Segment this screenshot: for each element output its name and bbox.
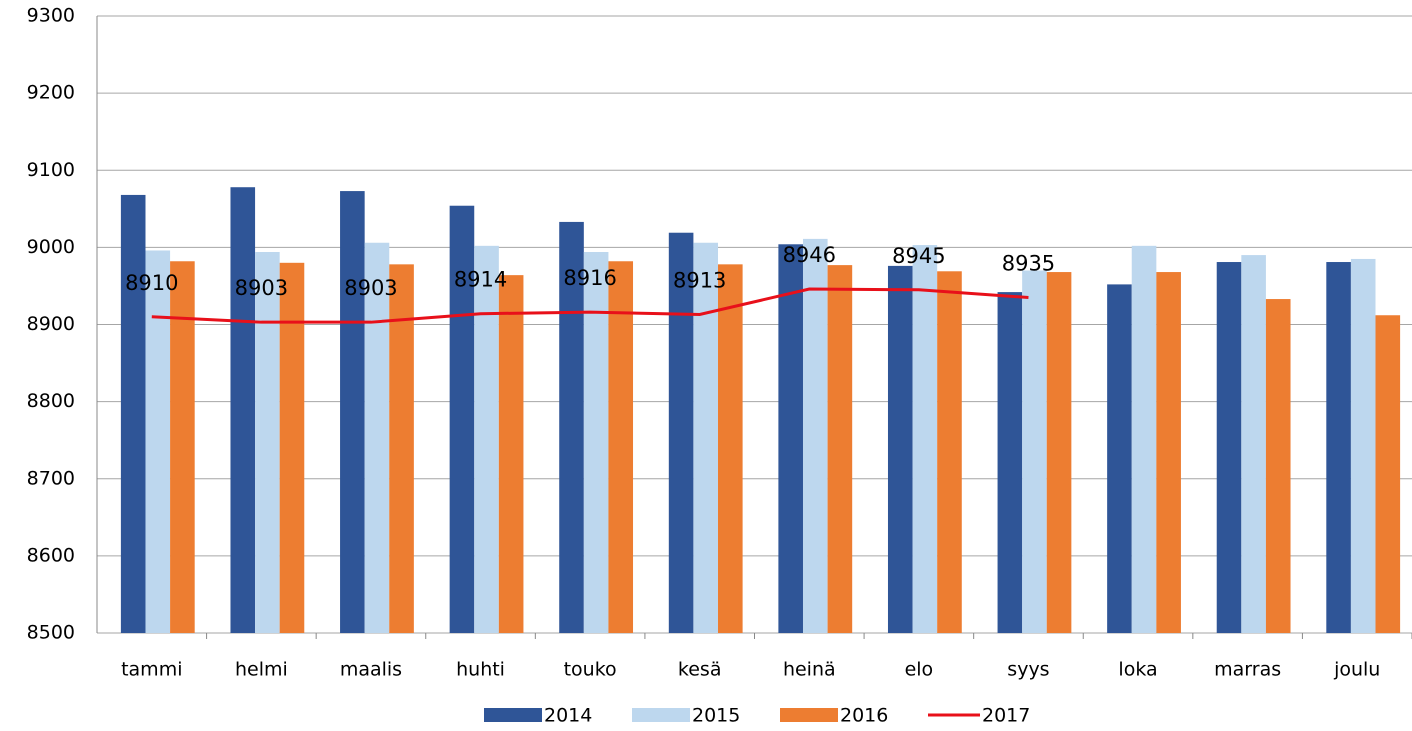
data-label: 8946 [783,243,836,267]
bar [1241,255,1266,633]
legend-label: 2017 [982,705,1030,727]
bar [1131,245,1157,633]
bar [1326,262,1351,633]
y-tick-label: 8600 [27,544,75,566]
legend-label: 2016 [840,705,888,727]
x-tick-label: helmi [235,659,288,681]
data-label: 8916 [563,266,616,290]
x-tick-label: tammi [121,659,182,681]
bar [718,264,743,633]
bar [1375,315,1401,633]
data-label: 8910 [125,271,178,295]
bar [1046,272,1072,633]
x-tick-label: touko [564,659,617,681]
y-tick-label: 9100 [27,159,75,181]
legend-swatch [632,708,690,722]
legend-label: 2015 [692,705,740,727]
bar [1350,258,1376,633]
bar [449,205,475,634]
bar [608,261,634,633]
bar [997,292,1023,633]
legend-swatch [780,708,838,722]
x-tick-label: marras [1214,659,1281,681]
line [151,287,1029,324]
bar [1265,299,1291,633]
bar [668,232,694,633]
data-label: 8913 [673,268,726,292]
x-tick-label: elo [905,659,934,681]
bar [474,245,499,633]
bar [364,242,390,633]
bar [802,238,828,634]
x-tick-label: kesä [678,659,722,681]
bar [1156,272,1181,633]
bar [827,265,853,633]
bar [230,187,256,633]
x-tick-label: loka [1118,659,1157,681]
legend-label: 2014 [544,705,592,727]
legend-swatch [484,708,542,722]
data-label: 8914 [454,268,507,292]
x-tick-label: joulu [1333,659,1380,681]
bar [937,271,962,633]
bar [583,252,609,633]
data-label: 8945 [892,244,945,268]
bar [912,245,938,633]
x-tick-label: maalis [340,659,402,681]
bar [1022,270,1047,633]
y-tick-label: 8500 [27,622,75,644]
data-label: 8903 [235,276,288,300]
bar [255,252,280,633]
bar [778,244,803,634]
data-label: 8935 [1002,252,1055,276]
y-tick-label: 9300 [27,5,75,27]
x-tick-label: huhti [456,659,505,681]
bar [340,191,365,634]
bar [145,250,171,633]
y-tick-label: 8900 [27,313,75,335]
bar [498,275,524,633]
bar [693,242,719,633]
bar [1216,262,1242,633]
bar [389,264,414,633]
x-tick-label: syys [1007,659,1049,681]
bar [170,261,195,633]
y-tick-label: 9000 [27,236,75,258]
y-tick-label: 8800 [27,390,75,412]
data-label: 8903 [344,276,397,300]
bar [887,265,913,633]
bar [1107,284,1132,633]
y-tick-label: 8700 [27,467,75,489]
bar [279,262,305,633]
bar [120,194,146,633]
x-tick-label: heinä [783,659,836,681]
bar [559,221,584,633]
y-tick-label: 9200 [27,82,75,104]
